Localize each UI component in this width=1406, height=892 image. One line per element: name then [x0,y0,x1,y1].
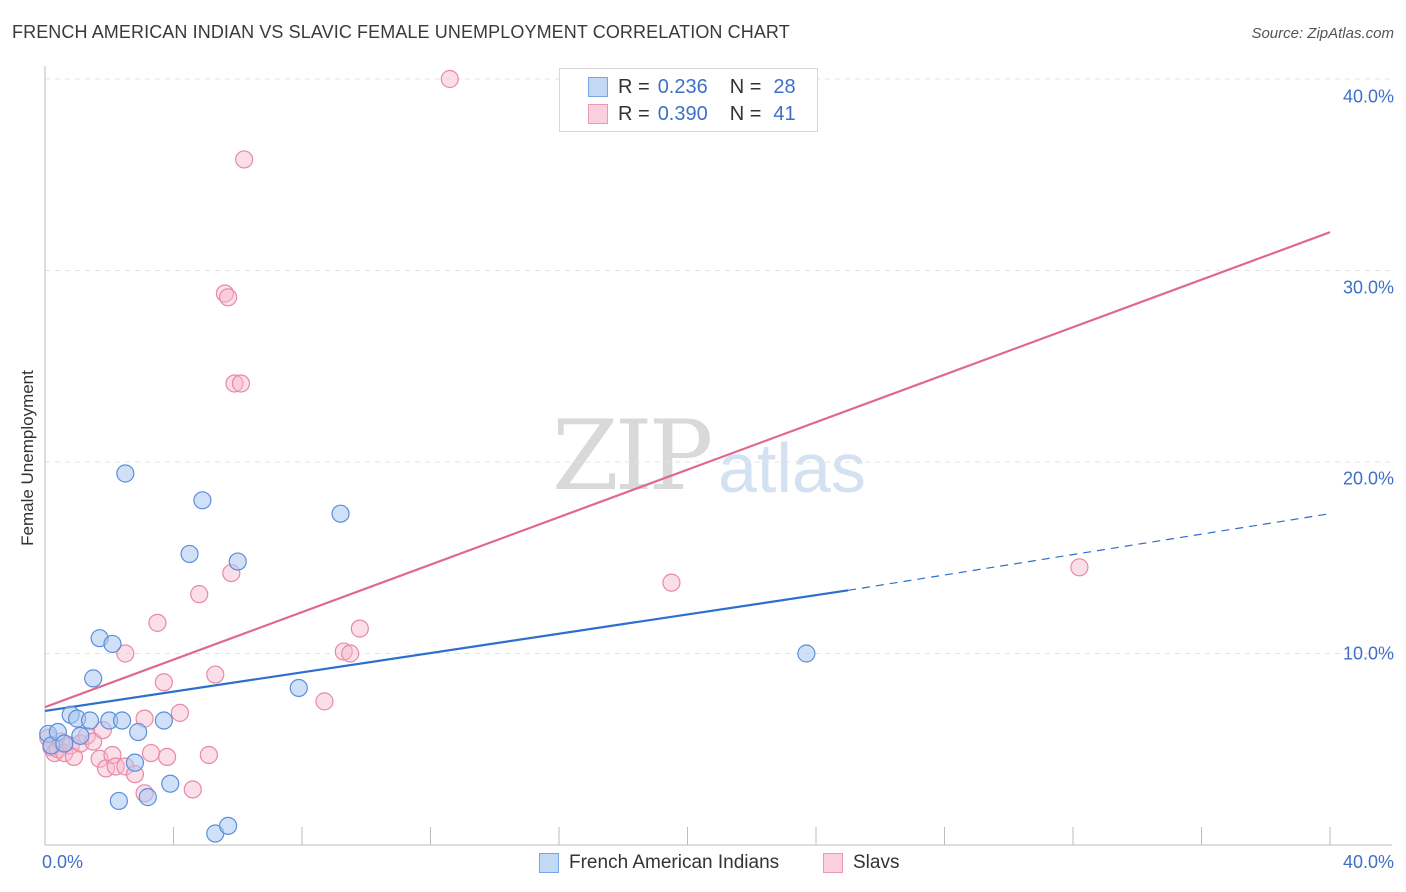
french-american-indians-point [154,711,173,730]
french-american-indians-point [331,504,350,523]
french-american-indians-point [161,774,180,793]
slavs-point [157,747,177,767]
slavs-point [225,374,244,393]
french-american-indians-point [219,816,238,835]
french-american-indians-trend-line [44,589,849,713]
y-tick-label: 20.0% [1342,468,1394,489]
r-value: 0.236 [657,75,708,98]
trend-lines [44,231,1331,713]
french-american-indians-point [125,753,145,772]
pink-swatch [588,104,608,124]
french-american-indians-point [797,644,816,663]
french-american-indians-point [84,669,103,688]
slavs-point [662,573,681,592]
french-american-indians-point [228,552,247,571]
slavs-point [206,665,225,684]
slavs-point [1070,558,1089,577]
slavs-point [103,745,122,765]
n-label: N = [729,102,762,125]
r-label: R = [618,75,650,98]
legend-item-french-american-indians: French American Indians [539,852,779,874]
r-label: R = [618,102,650,125]
french-american-indians-points [39,464,816,843]
french-american-indians-point [193,491,212,510]
slavs-point [341,644,360,663]
slavs-point [219,288,238,307]
watermark-zip: ZIP [552,400,713,512]
chart-title: FRENCH AMERICAN INDIAN VS SLAVIC FEMALE … [12,22,790,42]
slavs-point [315,692,334,711]
x-tick-label: 40.0% [1342,852,1394,872]
slavs-point [440,69,459,89]
slavs-point [334,642,353,661]
n-value: 41 [773,102,796,125]
legend-item-slavs: Slavs [823,852,899,874]
slavs-point [190,585,209,604]
axes [44,66,1392,846]
french-american-indians-point [289,678,308,698]
series-legend: French American Indians Slavs [0,852,1406,878]
y-tick-label: 30.0% [1342,277,1394,298]
french-american-indians-point [180,544,199,564]
n-label: N = [729,75,762,98]
slavs-point [116,644,135,663]
french-american-indians-point [71,726,90,745]
source-label: Source: ZipAtlas.com [1251,25,1394,42]
blue-swatch [539,853,559,873]
legend-label: French American Indians [569,852,780,873]
blue-swatch [588,77,608,97]
watermark-atlas: atlas [718,429,866,507]
slavs-point [183,780,202,799]
slavs-point [170,703,190,722]
french-american-indians-point [80,711,100,730]
r-value: 0.390 [657,102,708,125]
legend-row-slavs: R = 0.390 N = 41 [588,102,796,126]
slavs-point [231,374,251,393]
slavs-point [106,757,125,776]
slavs-point [154,673,173,692]
french-american-indians-point [116,464,135,483]
french-american-indians-point [103,634,122,654]
y-tick-label: 10.0% [1342,643,1394,664]
x-tick-label: 0.0% [42,852,84,872]
french-american-indians-point [112,711,132,730]
slavs-points [39,69,1089,803]
french-american-indians-point [109,791,128,811]
french-american-indians-trend-extension [848,513,1331,591]
slavs-point [141,743,161,763]
legend-label: Slavs [853,852,900,873]
slavs-point [199,745,218,765]
french-american-indians-point [138,788,157,807]
y-axis-label: Female Unemployment [18,370,37,546]
y-tick-label: 40.0% [1342,86,1394,107]
slavs-point [235,150,254,169]
slavs-point [148,613,167,632]
french-american-indians-point [129,722,148,742]
slavs-point [350,619,369,638]
pink-swatch [823,853,843,873]
n-value: 28 [773,75,796,98]
slavs-trend-line [44,231,1331,709]
legend-row-french-american-indians: R = 0.236 N = 28 [588,75,796,99]
french-american-indians-point [55,734,74,753]
correlation-legend: R = 0.236 N = 28 R = 0.390 N = 41 [559,68,818,132]
